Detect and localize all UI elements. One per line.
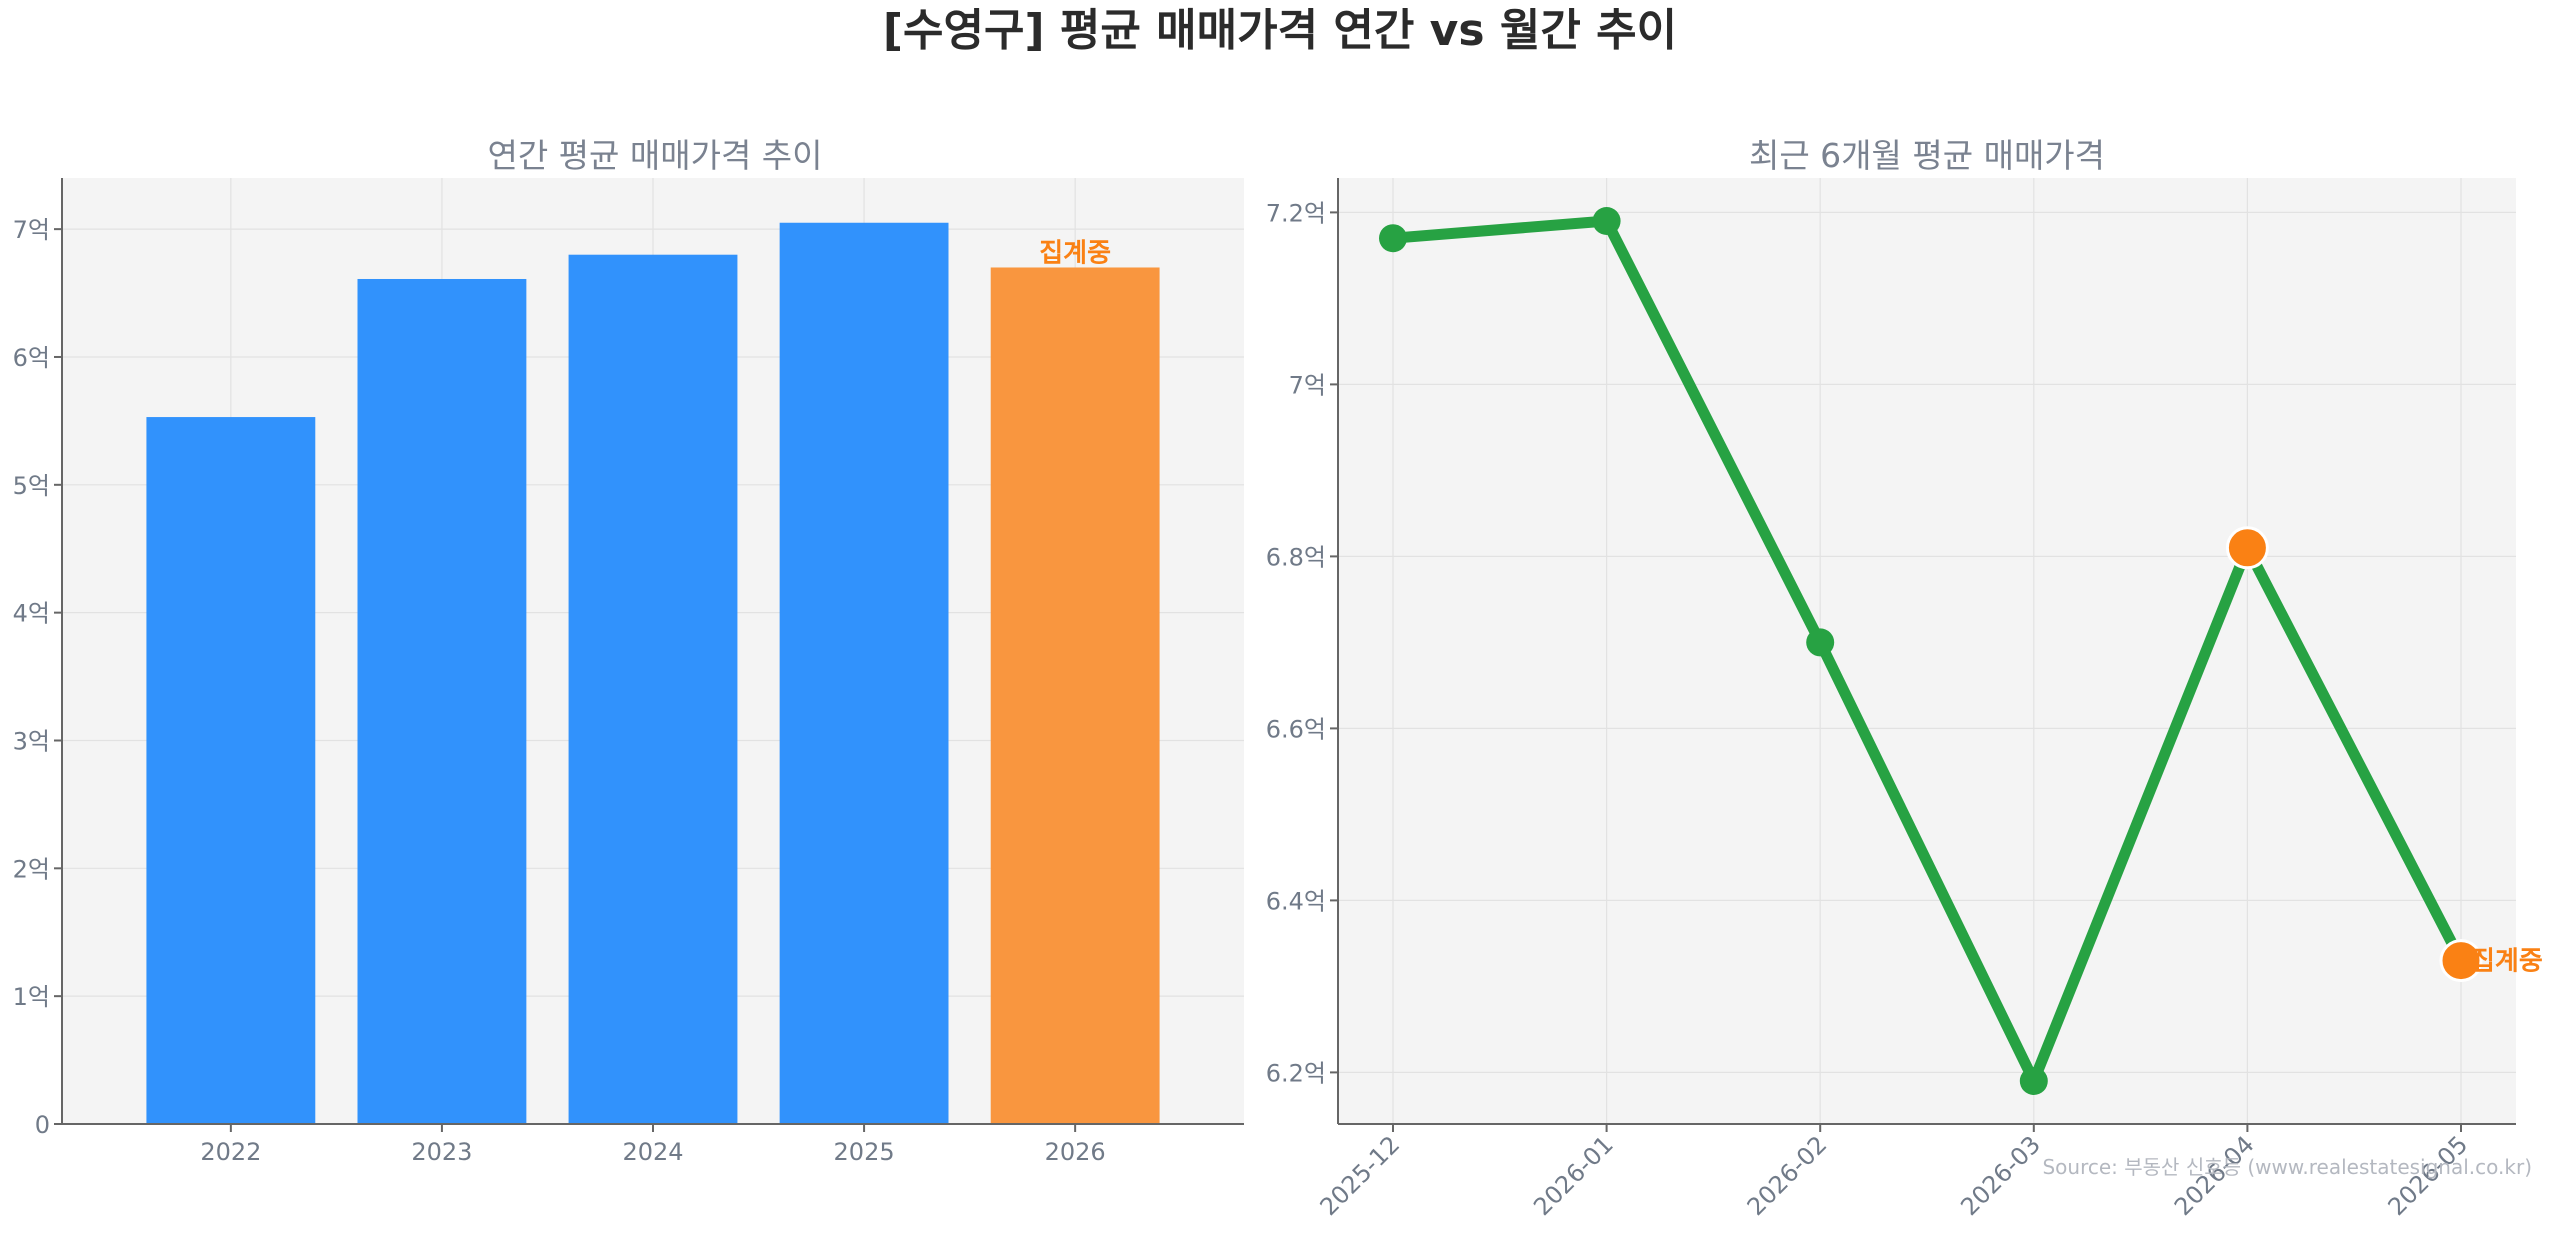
line-y-tick-label: 6.2억	[1266, 1059, 1326, 1087]
bar-chart-panel: 연간 평균 매매가격 추이 0 1억 2억 3억 4억 5억 6억 7억 2022 2023 202…	[13, 136, 1244, 1166]
bar-partial-note: 집계중	[1039, 238, 1111, 268]
line-series	[1387, 215, 2467, 1087]
line-point-2026-01	[1592, 207, 1621, 235]
line-point-2026-02	[1806, 628, 1835, 657]
bar-2024	[568, 254, 738, 1124]
line-point-2026-05	[2439, 939, 2483, 983]
line-x-tick-label: 2026-01	[1528, 1130, 1619, 1221]
bar-y-tick-label: 3억	[13, 727, 50, 755]
bar-y-tick-label: 4억	[13, 600, 50, 628]
line-point-2025-12	[1379, 224, 1407, 253]
line-x-tick-label: 2026-03	[1955, 1130, 2046, 1221]
line-chart-title: 최근 6개월 평균 매매가격	[1749, 136, 2105, 175]
bar-chart-title: 연간 평균 매매가격 추이	[487, 136, 822, 175]
bar-2022	[146, 417, 316, 1124]
bar-x-tick-label: 2022	[200, 1138, 261, 1166]
line-point-2026-04	[2225, 526, 2269, 570]
bar-2023	[357, 278, 527, 1124]
line-y-tick-label: 6.8억	[1266, 543, 1326, 571]
line-x-tick-label: 2026-02	[1742, 1130, 1833, 1221]
line-partial-note: 집계중	[2471, 947, 2543, 977]
bar-y-tick-label: 2억	[13, 855, 50, 883]
bar-y-tick-label: 0	[35, 1111, 50, 1139]
source-note: Source: 부동산 신호등 (www.realestatesignal.co…	[2042, 1155, 2532, 1179]
bar-2026	[990, 267, 1160, 1125]
bar-x-tick-label: 2026	[1045, 1138, 1106, 1166]
line-plot-area	[1338, 178, 2516, 1124]
main-title: [수영구] 평균 매매가격 연간 vs 월간 추이	[882, 5, 1678, 56]
bar-y-tick-label: 1억	[13, 983, 50, 1011]
bar-y-tick-label: 6억	[13, 344, 50, 372]
line-chart-panel: 최근 6개월 평균 매매가격 2025-12 2026-01 2026-02 2026…	[1266, 136, 2543, 1221]
bar-2025	[779, 222, 949, 1125]
line-y-tick-label: 6.6억	[1266, 715, 1326, 743]
bar-y-tick-label: 7억	[13, 216, 50, 244]
bar-x-tick-label: 2024	[622, 1138, 683, 1166]
line-y-tick-label: 6.4억	[1266, 887, 1326, 915]
line-y-tick-label: 7.2억	[1266, 199, 1326, 227]
line-point-2026-03	[2019, 1067, 2048, 1095]
line-x-tick-label: 2025-12	[1315, 1130, 1406, 1221]
line-y-tick-label: 7억	[1289, 371, 1326, 399]
bar-x-tick-label: 2023	[411, 1138, 472, 1166]
bar-y-tick-label: 5억	[13, 472, 50, 500]
bar-x-tick-label: 2025	[834, 1138, 895, 1166]
